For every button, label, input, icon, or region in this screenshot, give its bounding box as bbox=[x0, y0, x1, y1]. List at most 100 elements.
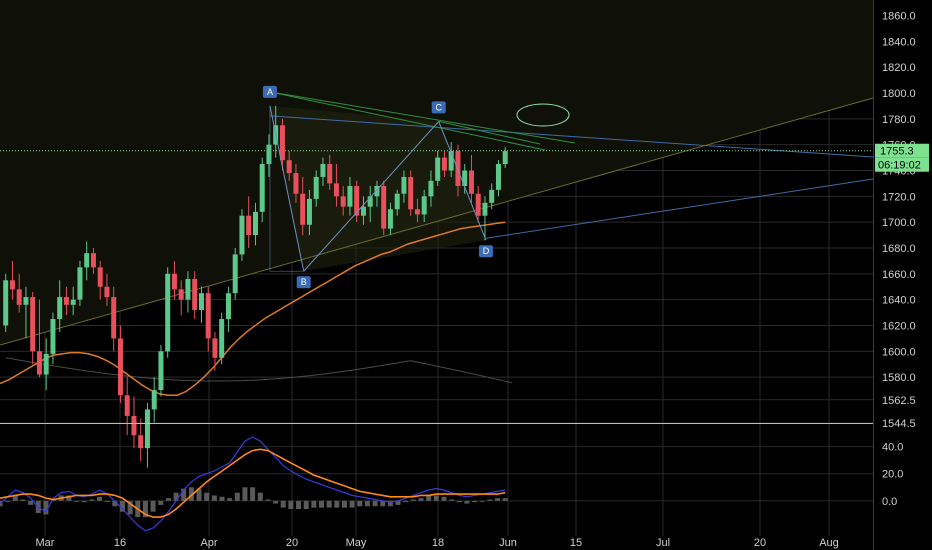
candle[interactable] bbox=[482, 196, 488, 241]
candle[interactable] bbox=[144, 402, 150, 468]
pattern-point-a[interactable]: A bbox=[262, 85, 277, 98]
pattern-leg[interactable] bbox=[269, 105, 305, 272]
candle[interactable] bbox=[239, 209, 245, 261]
candle[interactable] bbox=[232, 247, 238, 300]
pattern-point-b[interactable]: B bbox=[296, 276, 311, 289]
candle[interactable] bbox=[266, 134, 272, 177]
green-line-2[interactable] bbox=[269, 91, 546, 151]
candle[interactable] bbox=[212, 331, 218, 371]
candle[interactable] bbox=[381, 180, 387, 236]
candle[interactable] bbox=[320, 157, 326, 186]
candle[interactable] bbox=[192, 271, 198, 320]
candle[interactable] bbox=[333, 164, 339, 207]
rising-trendline[interactable] bbox=[0, 97, 874, 346]
candle-body bbox=[23, 297, 29, 305]
candle[interactable] bbox=[408, 170, 414, 216]
candle[interactable] bbox=[428, 170, 434, 207]
candle[interactable] bbox=[63, 286, 69, 316]
candle[interactable] bbox=[246, 196, 252, 248]
candle[interactable] bbox=[158, 344, 164, 397]
lower-channel-line[interactable] bbox=[485, 178, 874, 239]
pattern-leg[interactable] bbox=[438, 121, 487, 241]
candle[interactable] bbox=[306, 189, 312, 236]
candle[interactable] bbox=[354, 180, 360, 223]
candle[interactable] bbox=[117, 325, 123, 403]
pattern-point-c[interactable]: C bbox=[431, 101, 446, 114]
abcd-pattern[interactable]: A B C D bbox=[262, 85, 493, 289]
candle[interactable] bbox=[340, 185, 346, 216]
candle[interactable] bbox=[279, 118, 285, 171]
candle[interactable] bbox=[124, 377, 130, 436]
candle[interactable] bbox=[252, 202, 258, 246]
candle[interactable] bbox=[50, 312, 56, 365]
candle[interactable] bbox=[313, 170, 319, 207]
candle[interactable] bbox=[367, 185, 373, 223]
candle[interactable] bbox=[138, 418, 144, 462]
green-line-3[interactable] bbox=[438, 120, 541, 145]
candle[interactable] bbox=[70, 286, 76, 316]
candle[interactable] bbox=[178, 280, 184, 316]
candle[interactable] bbox=[448, 142, 454, 177]
macd-histogram-bar bbox=[196, 488, 202, 501]
pattern-point-d[interactable]: D bbox=[478, 245, 493, 258]
candle[interactable] bbox=[84, 241, 90, 281]
candle[interactable] bbox=[435, 151, 441, 186]
candle-body bbox=[151, 390, 157, 410]
candle[interactable] bbox=[374, 180, 380, 207]
candle[interactable] bbox=[198, 286, 204, 323]
candle[interactable] bbox=[414, 198, 420, 223]
candle[interactable] bbox=[43, 338, 49, 391]
candle[interactable] bbox=[131, 396, 137, 449]
green-line-1[interactable] bbox=[269, 91, 576, 144]
price-axis[interactable]: 1860.01840.01820.01800.01780.01760.01740… bbox=[874, 0, 932, 550]
candle[interactable] bbox=[360, 196, 366, 225]
candle[interactable] bbox=[259, 157, 265, 223]
macd-histogram-bar bbox=[158, 500, 164, 505]
candle[interactable] bbox=[300, 176, 306, 236]
candle[interactable] bbox=[23, 286, 29, 339]
candle[interactable] bbox=[97, 260, 103, 300]
candle[interactable] bbox=[205, 286, 211, 352]
candle[interactable] bbox=[394, 189, 400, 216]
macd-axis[interactable]: 40.0 20.0 0.0 bbox=[882, 442, 903, 508]
candle[interactable] bbox=[36, 299, 42, 378]
last-price-badge[interactable]: 1755.3 bbox=[875, 143, 929, 158]
candle[interactable] bbox=[90, 247, 96, 274]
candle[interactable] bbox=[401, 170, 407, 203]
candle[interactable] bbox=[151, 377, 157, 423]
candle[interactable] bbox=[171, 260, 177, 300]
macd-histogram-bar bbox=[219, 496, 225, 501]
candle[interactable] bbox=[225, 286, 231, 332]
time-axis[interactable]: Mar 16 Apr 20 May 18 Jun 15 Jul 20 Aug bbox=[0, 536, 874, 550]
candle[interactable] bbox=[219, 312, 225, 365]
candle[interactable] bbox=[475, 185, 481, 223]
upper-channel-line[interactable] bbox=[269, 115, 874, 158]
ellipse-drawing[interactable] bbox=[516, 103, 570, 127]
candle[interactable] bbox=[3, 273, 9, 332]
candle[interactable] bbox=[489, 183, 495, 210]
candle[interactable] bbox=[286, 151, 292, 181]
candle[interactable] bbox=[104, 273, 110, 307]
candle[interactable] bbox=[9, 260, 15, 300]
candle[interactable] bbox=[462, 164, 468, 194]
candle[interactable] bbox=[421, 189, 427, 223]
candle[interactable] bbox=[57, 280, 63, 332]
candle[interactable] bbox=[293, 164, 299, 203]
candle[interactable] bbox=[327, 154, 333, 190]
candle[interactable] bbox=[30, 291, 36, 365]
candle[interactable] bbox=[165, 267, 171, 358]
candle[interactable] bbox=[77, 260, 83, 307]
macd-histogram-bar bbox=[395, 500, 401, 505]
candle[interactable] bbox=[387, 202, 393, 236]
candle[interactable] bbox=[16, 273, 22, 313]
candle[interactable] bbox=[185, 271, 191, 313]
candle[interactable] bbox=[347, 176, 353, 216]
candle[interactable] bbox=[468, 154, 474, 203]
trend-lines[interactable] bbox=[0, 91, 874, 346]
pattern-leg[interactable] bbox=[303, 121, 440, 272]
candle[interactable] bbox=[111, 286, 117, 352]
candle[interactable] bbox=[495, 160, 501, 197]
candle[interactable] bbox=[441, 151, 447, 177]
candle[interactable] bbox=[502, 147, 508, 168]
